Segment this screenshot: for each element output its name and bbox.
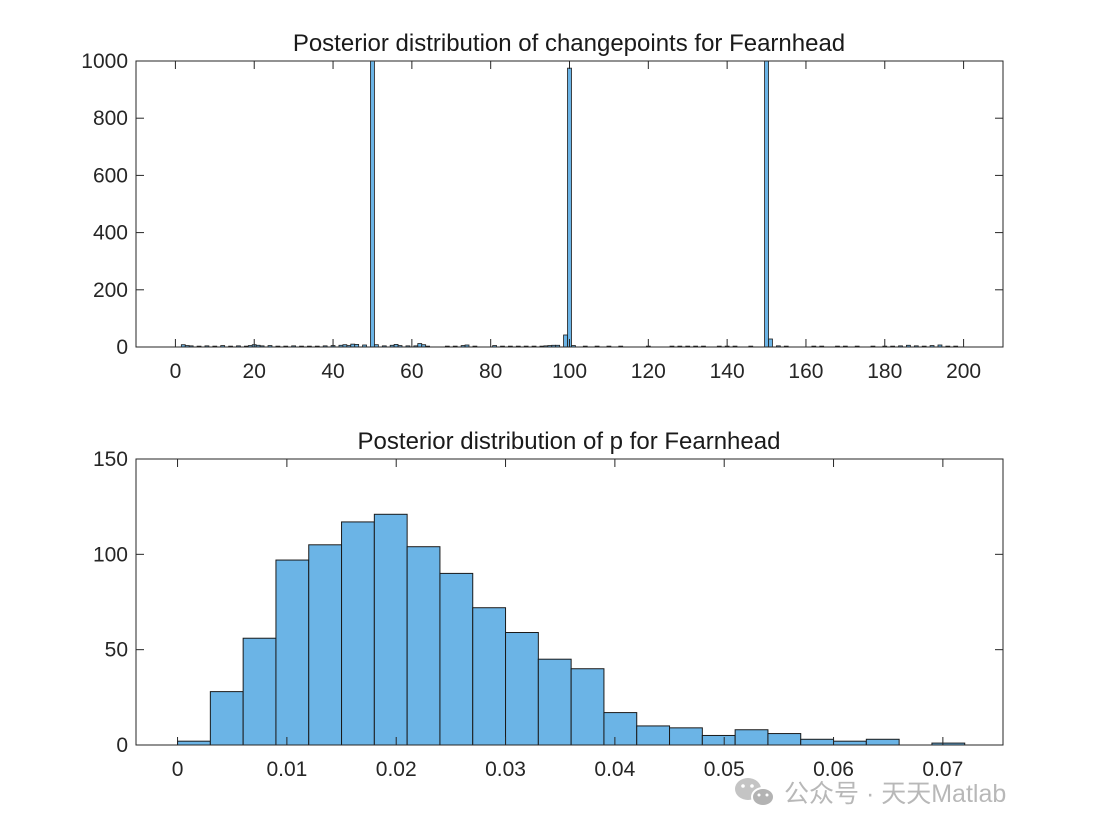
x-tick-label: 120 (631, 360, 666, 383)
x-tick-label: 160 (788, 360, 823, 383)
histogram-bar (764, 60, 769, 348)
histogram-bar (570, 668, 605, 746)
histogram-bar (768, 338, 773, 348)
chart-title: Posterior distribution of changepoints f… (293, 30, 845, 57)
histogram-bar (275, 559, 310, 746)
watermark: 公众号 · 天天Matlab (735, 778, 1006, 808)
histogram-bar (567, 67, 572, 348)
axes-box (135, 458, 1004, 746)
changepoints-histogram-panel: Posterior distribution of changepoints f… (81, 30, 1004, 383)
x-tick-label: 180 (867, 360, 902, 383)
x-tick-label: 140 (710, 360, 745, 383)
wechat-icon (735, 778, 775, 807)
histogram-bar (669, 727, 703, 746)
histogram-bar (472, 607, 507, 746)
histogram-bar (833, 740, 867, 746)
y-tick-label: 150 (93, 448, 128, 471)
y-tick-label: 600 (93, 164, 128, 187)
x-tick-label: 0.06 (813, 758, 854, 781)
x-tick-label: 0 (170, 360, 182, 383)
x-tick-label: 100 (552, 360, 587, 383)
histogram-bar (209, 691, 244, 746)
histogram-bar (767, 733, 802, 746)
y-tick-label: 200 (93, 279, 128, 302)
histogram-bar (370, 60, 375, 348)
y-tick-label: 800 (93, 107, 128, 130)
histogram-bar (417, 343, 423, 348)
x-tick-label: 0.02 (376, 758, 417, 781)
x-tick-label: 40 (321, 360, 344, 383)
histogram-bar (242, 637, 277, 746)
x-tick-label: 80 (479, 360, 502, 383)
x-tick-label: 0.01 (266, 758, 307, 781)
histogram-bar (341, 521, 375, 746)
x-tick-label: 0.03 (485, 758, 526, 781)
histogram-bar (800, 738, 835, 746)
histogram-bar (734, 729, 769, 746)
watermark-text: 公众号 · 天天Matlab (784, 780, 1006, 808)
histogram-bar (636, 725, 671, 746)
histogram-bar (537, 658, 572, 746)
x-tick-label: 0.04 (594, 758, 635, 781)
x-tick-label: 60 (400, 360, 423, 383)
histogram-bar (563, 334, 568, 348)
x-tick-label: 20 (243, 360, 266, 383)
y-tick-label: 50 (105, 639, 128, 662)
x-tick-label: 0.07 (922, 758, 963, 781)
p-histogram-panel: Posterior distribution of p for Fearnhea… (93, 428, 1004, 781)
y-tick-label: 0 (116, 336, 128, 359)
histogram-bar (373, 513, 408, 746)
chart-title: Posterior distribution of p for Fearnhea… (358, 428, 781, 455)
tick-group: 0 0.01 0.02 0.03 0.04 0.05 0.06 0.07 0 50 100 150 (93, 448, 1003, 781)
histogram-bar (505, 632, 539, 746)
tick-group: 0 20 40 60 80 100 120 140 160 180 200 0 200 400 600 800… (81, 50, 1003, 383)
x-tick-label: 0 (172, 758, 184, 781)
histogram-bar (865, 738, 900, 746)
y-tick-label: 100 (93, 543, 128, 566)
y-tick-label: 1000 (81, 50, 128, 73)
y-tick-label: 400 (93, 222, 128, 245)
x-tick-label: 200 (946, 360, 981, 383)
histogram-bar (701, 734, 736, 746)
histogram-bar (439, 572, 474, 746)
histogram-bar (603, 712, 638, 746)
x-tick-label: 0.05 (704, 758, 745, 781)
histogram-bar (308, 544, 343, 746)
histogram-bar (406, 546, 441, 746)
y-tick-label: 0 (116, 734, 128, 757)
histogram-bar (177, 740, 211, 746)
